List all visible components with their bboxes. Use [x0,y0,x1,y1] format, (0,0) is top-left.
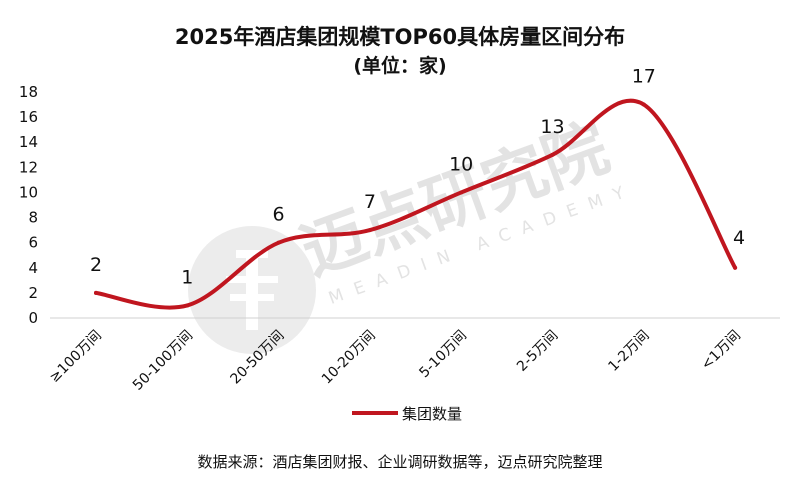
y-tick-label: 2 [28,284,38,302]
data-label: 7 [364,191,376,213]
data-point [641,102,646,107]
x-tick-label: ≥100万间 [47,328,105,386]
x-tick-label: <1万间 [698,328,744,374]
watermark-logo-mark [226,250,278,330]
legend-label: 集团数量 [402,405,462,423]
chart-title: 2025年酒店集团规模TOP60具体房量区间分布 [175,25,625,49]
data-label: 4 [733,227,745,249]
y-tick-label: 8 [28,209,38,227]
data-label: 2 [90,254,102,276]
x-axis: ≥100万间 50-100万间 20-50万间 10-20万间 5-10万间 2-5万间 1… [47,328,744,394]
data-label: 6 [273,204,285,226]
data-point [459,190,464,195]
data-label: 13 [540,116,564,138]
data-point [733,265,738,270]
data-label: 17 [632,66,656,88]
data-label: 10 [449,153,473,175]
y-tick-label: 4 [28,259,38,277]
data-point [185,303,190,308]
y-tick-label: 12 [19,158,38,176]
x-tick-label: 2-5万间 [514,328,561,375]
y-axis: 0 2 4 6 8 10 12 14 16 18 [19,83,38,327]
x-tick-label: 10-20万间 [319,328,379,388]
y-tick-label: 10 [19,183,38,201]
chart-subtitle: (单位：家) [353,54,446,77]
source-note: 数据来源：酒店集团财报、企业调研数据等，迈点研究院整理 [197,453,602,471]
y-tick-label: 0 [28,309,38,327]
y-tick-label: 6 [28,234,38,252]
y-tick-label: 16 [19,108,38,126]
y-tick-label: 18 [19,83,38,101]
x-tick-label: 1-2万间 [605,328,652,375]
x-tick-label: 5-10万间 [416,328,470,382]
x-tick-label: 50-100万间 [130,328,196,394]
data-point [367,228,372,233]
data-point [550,152,555,157]
data-point [276,240,281,245]
data-label: 1 [181,266,193,288]
series-layer [94,98,738,310]
data-point [94,290,98,295]
data-labels: 2 1 6 7 10 13 17 4 [90,66,745,289]
y-tick-label: 14 [19,133,38,151]
legend: 集团数量 [352,405,462,423]
